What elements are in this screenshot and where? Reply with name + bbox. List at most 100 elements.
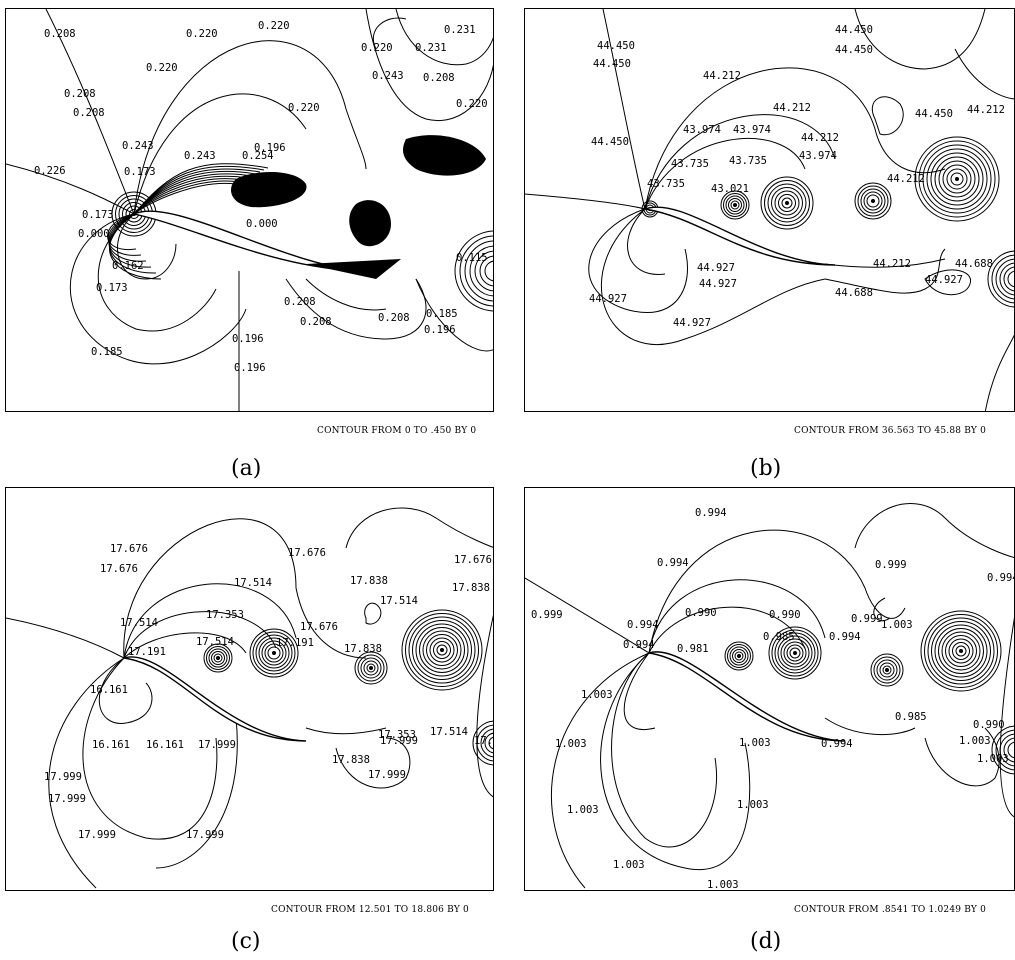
contour-value-label: 1.003 [737,799,769,811]
contour-value-label: 0.196 [232,333,264,345]
contour-value-label: 17.514 [120,617,158,629]
vortex-contour [934,624,988,678]
vortex-core [369,666,373,670]
vortex-contour [415,623,469,677]
vortex-contour [771,187,803,219]
contour-value-label: 44.688 [955,258,993,270]
contour-value-label: 0.243 [184,150,216,162]
vortex-contour [950,172,964,186]
contour-value-label: 17.838 [350,575,388,587]
contour-value-label: 0.994 [821,738,853,750]
contour-value-label: 1.003 [977,753,1009,765]
contour-line [824,258,946,268]
contour-value-label: 44.212 [801,132,839,144]
vortex-contour [995,258,1014,300]
contour-value-label: 1.003 [555,738,587,750]
contour-lines-a: 0.208 0.220 0.220 0.220 0.231 0.231 0.220 0.243… [6,9,493,411]
vortex-contour [860,188,886,214]
contour-value-label: 0.208 [73,107,105,119]
contour-value-label: 43.974 [683,124,721,136]
vortex-contour [930,152,984,206]
contour-line [133,93,307,215]
vortex-core [493,741,494,745]
vortex-contour [768,626,822,680]
vortex-core [885,668,889,672]
vortex-contour [857,185,889,217]
contour-line [48,657,125,889]
contour-value-label: 1.003 [581,689,613,701]
contour-value-label: 0.990 [685,607,717,619]
contour-value-label: 16.161 [92,739,130,751]
contour-value-label: 17.838 [344,643,382,655]
contour-value-label: 44.450 [915,108,953,120]
contour-value-label: 0.990 [973,719,1005,731]
contour-value-label: 1.003 [739,737,771,749]
vortex-contour [920,610,1002,692]
vortex-contour [854,182,892,220]
contour-value-label: 0.994 [829,631,861,643]
vortex-contour [412,620,472,680]
contour-value-label: 1.003 [707,879,739,891]
vortex-contour [258,637,290,669]
contour-line [611,652,717,848]
vortex-contour [213,653,223,663]
vortex-contour [879,662,895,678]
contour-line [644,138,806,210]
contour-value-label: 0.196 [234,362,266,374]
contour-value-label: 0.208 [378,312,410,324]
contour-line [133,182,237,215]
contour-value-label: 44.212 [703,70,741,82]
vortex-core [793,651,797,655]
contour-value-label: 17.999 [186,829,224,841]
vortex-contour [778,194,796,212]
panel-caption-a: (a) [231,456,262,481]
vortex-contour [1007,741,1014,759]
contour-value-label: 0.162 [112,260,144,272]
vortex-core [871,199,875,203]
panel-caption-b: (b) [750,456,782,481]
vortex-contour [728,198,742,212]
contour-value-label: 17.191 [276,637,314,649]
contour-value-label: 0.985 [895,711,927,723]
vortex-contour [774,190,800,216]
contour-value-label: 17.838 [474,735,494,747]
contour-line [854,503,1014,558]
vortex-contour [433,641,451,659]
vortex-contour [206,646,230,670]
contour-plot-d: 0.994 0.994 0.999 0.994 0.999 0.994 0.990 0.990… [524,487,1015,891]
vortex-contour [730,200,740,210]
vortex-contour [774,632,816,674]
vortex-contour [760,176,814,230]
contour-value-label: 0.196 [254,142,286,154]
contour-value-label: 43.021 [711,183,749,195]
contour-line [133,40,367,215]
vortex-contour [926,148,988,210]
vortex-contour [914,136,1000,222]
contour-value-label: 0.208 [64,88,96,100]
contour-line [345,507,493,549]
vortex-contour [924,614,998,688]
contour-line [824,717,916,736]
vortex-contour [1003,266,1014,292]
contour-value-label: 44.450 [835,24,873,36]
contour-line [155,717,238,869]
vortex-contour [472,720,493,766]
contour-value-label: 16.161 [146,739,184,751]
vortex-core [440,648,444,652]
vortex-core [959,649,963,653]
vortex-contour [876,659,898,681]
contour-value-label: 44.212 [967,104,1005,116]
contour-range-footer-b: CONTOUR FROM 36.563 TO 45.88 BY 0 [794,426,987,436]
vortex-contour [366,663,376,673]
contour-value-label: 0.208 [423,72,455,84]
contour-value-label: 1.003 [613,859,645,871]
contour-line [365,9,493,121]
vortex-contour [938,160,976,198]
contour-line [954,48,1014,100]
vortex-contour [459,235,493,307]
panel-caption-d: (d) [750,929,782,954]
vortex-contour [401,609,483,691]
contour-value-label: 0.220 [186,28,218,40]
contour-line [644,114,836,210]
contour-value-label: 17.999 [48,793,86,805]
